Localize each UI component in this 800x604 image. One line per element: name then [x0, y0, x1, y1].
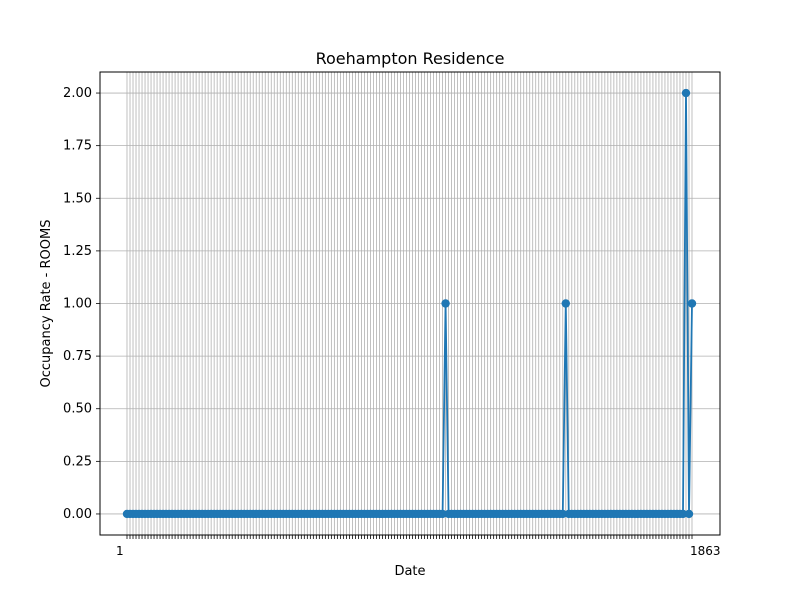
- y-tick-label: 0.00: [63, 507, 92, 522]
- y-tick-label: 1.50: [63, 191, 92, 206]
- x-tick-label-first: 1: [116, 544, 124, 558]
- y-tick-label: 1.00: [63, 297, 92, 312]
- data-point: [684, 509, 694, 519]
- y-tick-label: 2.00: [63, 86, 92, 101]
- data-point: [681, 88, 691, 98]
- chart-title: Roehampton Residence: [316, 49, 505, 68]
- y-tick-label: 0.25: [63, 454, 92, 469]
- y-axis-ticks: 0.00 0.25 0.50 0.75 1.00 1.25 1.50 1.75 2.00: [63, 86, 100, 522]
- y-tick-label: 1.75: [63, 139, 92, 154]
- y-tick-label: 0.50: [63, 402, 92, 417]
- plot-frame: [99, 71, 721, 536]
- x-axis-ticks: [126, 535, 693, 539]
- data-point: [438, 509, 447, 519]
- data-point: [558, 509, 567, 519]
- y-tick-label: 1.25: [63, 244, 92, 259]
- data-series: [122, 88, 697, 519]
- y-axis-label: Occupancy Rate - ROOMS: [39, 220, 54, 388]
- data-point: [687, 299, 697, 308]
- x-axis-label: Date: [394, 564, 425, 579]
- data-point: [561, 299, 570, 308]
- y-tick-label: 0.75: [63, 349, 92, 364]
- data-point: [678, 509, 688, 519]
- x-tick-label-last: 1863: [690, 544, 721, 558]
- data-point: [441, 299, 450, 308]
